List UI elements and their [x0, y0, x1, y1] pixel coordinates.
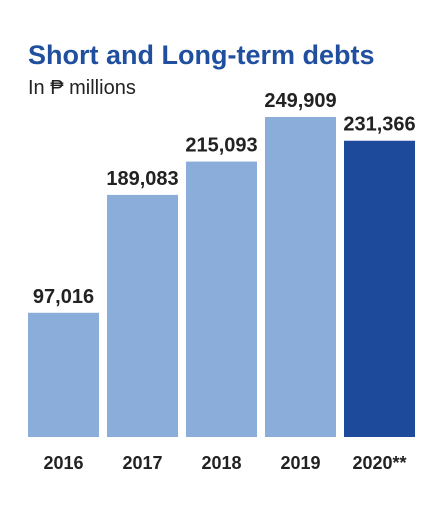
value-label: 231,366 — [343, 114, 415, 136]
bar — [186, 161, 257, 438]
value-label: 97,016 — [33, 286, 94, 308]
bar — [28, 312, 99, 437]
value-label: 215,093 — [185, 135, 257, 157]
x-tick-label: 2017 — [122, 453, 162, 473]
bar — [344, 140, 415, 437]
value-label: 189,083 — [106, 168, 178, 190]
bar — [107, 194, 178, 437]
x-tick-label: 2018 — [201, 453, 241, 473]
bar — [265, 117, 336, 437]
x-tick-label: 2016 — [43, 453, 83, 473]
x-tick-label: 2019 — [280, 453, 320, 473]
value-label: 249,909 — [264, 90, 336, 112]
chart-title: Short and Long-term debts — [28, 40, 375, 70]
chart-subtitle: In ₱ millions — [28, 77, 136, 99]
x-tick-label: 2020** — [352, 453, 406, 473]
